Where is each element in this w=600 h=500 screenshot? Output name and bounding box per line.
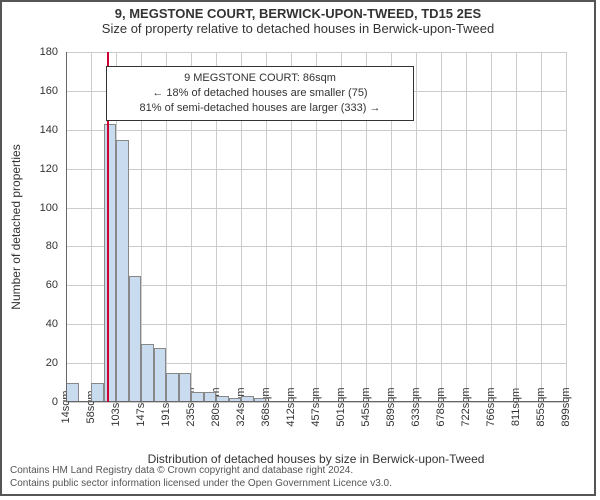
grid-line-v (516, 52, 517, 402)
grid-line-v (541, 52, 542, 402)
histogram-bar (141, 344, 154, 402)
y-tick-label: 160 (28, 85, 58, 97)
y-tick-label: 0 (28, 396, 58, 408)
grid-line-v (416, 52, 417, 402)
histogram-bar (104, 124, 117, 402)
y-tick-label: 60 (28, 279, 58, 291)
titles-block: 9, MEGSTONE COURT, BERWICK-UPON-TWEED, T… (2, 2, 594, 36)
x-tick-label: 501sqm (335, 387, 347, 426)
grid-line-v (91, 52, 92, 402)
title-secondary: Size of property relative to detached ho… (2, 21, 594, 36)
x-tick-label: 811sqm (510, 388, 522, 426)
grid-line-v (441, 52, 442, 402)
y-axis-title: Number of detached properties (9, 144, 23, 309)
histogram-bar (66, 383, 79, 402)
y-axis-line (66, 52, 67, 402)
x-tick-label: 855sqm (535, 387, 547, 426)
attribution-line1: Contains HM Land Registry data © Crown c… (10, 464, 392, 477)
x-tick-label: 324sqm (235, 387, 247, 426)
x-tick-label: 633sqm (410, 387, 422, 426)
annotation-box: 9 MEGSTONE COURT: 86sqm← 18% of detached… (106, 66, 414, 121)
histogram-bar (166, 373, 179, 402)
y-tick-label: 180 (28, 46, 58, 58)
x-axis-line (66, 401, 566, 402)
attribution-block: Contains HM Land Registry data © Crown c… (10, 464, 392, 490)
title-primary: 9, MEGSTONE COURT, BERWICK-UPON-TWEED, T… (2, 6, 594, 21)
y-tick-label: 40 (28, 318, 58, 330)
plot-region: 02040608010012014016018014sqm58sqm103sqm… (66, 52, 566, 402)
x-tick-label: 766sqm (485, 387, 497, 426)
annotation-line: 9 MEGSTONE COURT: 86sqm (115, 71, 405, 86)
histogram-bar (179, 373, 192, 402)
annotation-line: 81% of semi-detached houses are larger (… (115, 101, 405, 116)
chart-area: Number of detached properties 0204060801… (66, 52, 566, 402)
x-tick-label: 368sqm (260, 387, 272, 426)
y-tick-label: 140 (28, 124, 58, 136)
x-tick-label: 722sqm (460, 387, 472, 426)
x-tick-label: 678sqm (435, 387, 447, 426)
histogram-bar (91, 383, 104, 402)
attribution-line2: Contains public sector information licen… (10, 477, 392, 490)
x-tick-label: 412sqm (285, 387, 297, 426)
x-tick-label: 545sqm (360, 387, 372, 426)
y-tick-label: 80 (28, 240, 58, 252)
histogram-bar (129, 276, 142, 402)
chart-container: 9, MEGSTONE COURT, BERWICK-UPON-TWEED, T… (0, 0, 596, 496)
y-tick-label: 20 (28, 357, 58, 369)
grid-line-v (466, 52, 467, 402)
y-tick-label: 100 (28, 202, 58, 214)
x-tick-label: 589sqm (385, 387, 397, 426)
grid-line-v (491, 52, 492, 402)
y-tick-label: 120 (28, 163, 58, 175)
histogram-bar (154, 348, 167, 402)
histogram-bar (116, 140, 129, 403)
x-tick-label: 899sqm (560, 387, 572, 426)
x-tick-label: 457sqm (310, 387, 322, 426)
annotation-line: ← 18% of detached houses are smaller (75… (115, 86, 405, 101)
grid-line-v (566, 52, 567, 402)
